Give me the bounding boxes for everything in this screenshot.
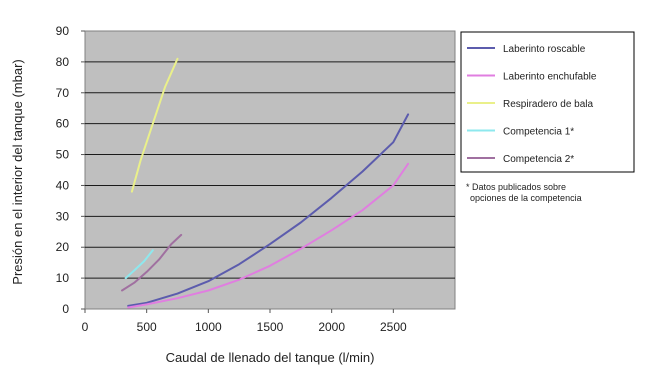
y-tick-label: 0 xyxy=(62,302,69,316)
series-line-3 xyxy=(130,57,179,193)
x-tick-label: 0 xyxy=(82,320,89,334)
y-tick-label: 60 xyxy=(56,117,70,131)
legend-note-cont: opciones de la competencia xyxy=(470,193,582,203)
legend-label-3: Respiradero de bala xyxy=(503,99,593,110)
y-tick-label: 20 xyxy=(56,240,70,254)
legend: Laberinto roscable Laberinto enchufable Re… xyxy=(460,31,635,173)
legend-label-2: Laberinto enchufable xyxy=(503,72,597,83)
x-tick-label: 2500 xyxy=(380,320,407,334)
x-tick-label: 1000 xyxy=(195,320,222,334)
y-tick-label: 70 xyxy=(56,86,70,100)
x-tick-label: 500 xyxy=(137,320,157,334)
y-tick-label: 10 xyxy=(56,271,70,285)
series-line-2 xyxy=(127,162,410,309)
series-line-4 xyxy=(124,249,154,280)
y-tick-label: 80 xyxy=(56,55,70,69)
y-tick-label: 30 xyxy=(56,209,70,223)
x-tick-label: 2000 xyxy=(318,320,345,334)
legend-label-1: Laberinto roscable xyxy=(503,44,586,55)
y-axis-title: Presión en el interior del tanque (mbar) xyxy=(10,59,25,284)
plot-background xyxy=(84,30,456,310)
y-tick-label: 40 xyxy=(56,178,70,192)
legend-note: * Datos publicados sobre xyxy=(466,182,566,192)
series-line-1 xyxy=(127,113,410,307)
series-line-5 xyxy=(121,233,183,292)
x-tick-label: 1500 xyxy=(257,320,284,334)
y-tick-label: 50 xyxy=(56,148,70,162)
legend-label-5: Competencia 2* xyxy=(503,154,574,165)
plot-area: 0 10 20 30 40 50 60 70 80 90 0 500 1000 1500 2000 2500 xyxy=(56,24,456,334)
x-axis-title: Caudal de llenado del tanque (l/min) xyxy=(166,350,375,365)
y-tick-label: 90 xyxy=(56,24,70,38)
legend-label-4: Competencia 1* xyxy=(503,127,574,138)
